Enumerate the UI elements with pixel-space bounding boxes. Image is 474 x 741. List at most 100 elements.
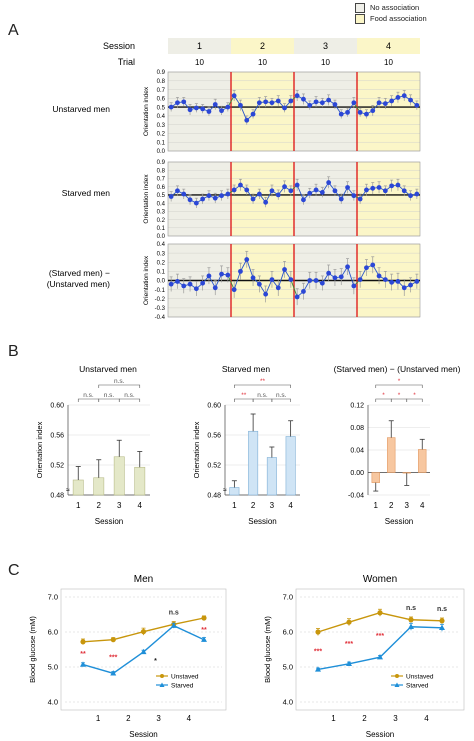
significance-bracket bbox=[234, 384, 291, 388]
significance-bracket bbox=[77, 398, 100, 402]
x-tick-label: 2 bbox=[251, 501, 256, 510]
data-point bbox=[187, 281, 193, 287]
series-segment bbox=[214, 273, 222, 288]
x-tick-label: 1 bbox=[374, 501, 379, 510]
data-point bbox=[389, 98, 395, 104]
series-segment bbox=[265, 279, 273, 295]
significance-label: n.s. bbox=[114, 378, 125, 385]
data-point bbox=[206, 193, 212, 199]
bar bbox=[113, 456, 125, 496]
session-header-cell bbox=[294, 38, 357, 54]
data-point bbox=[439, 624, 445, 630]
x-tick-label: 1 bbox=[96, 714, 101, 723]
y-tick-label: 0.60 bbox=[207, 403, 221, 410]
data-point bbox=[319, 280, 325, 286]
y-tick-label: 0.00 bbox=[350, 470, 364, 477]
data-point bbox=[408, 623, 414, 629]
legend-item-no-association: No association bbox=[355, 2, 427, 13]
significance-label: n.s. bbox=[83, 392, 94, 399]
y-axis-label: Orientation index bbox=[143, 86, 150, 136]
data-point bbox=[370, 185, 376, 191]
series-segment bbox=[246, 259, 254, 278]
x-tick-label: 4 bbox=[420, 501, 425, 510]
data-point bbox=[256, 191, 262, 197]
data-point bbox=[382, 277, 388, 282]
significance-label: n.s bbox=[406, 605, 416, 612]
legend-marker bbox=[395, 674, 399, 678]
panel-c: Men 4.0 5.0 6.0 7.0 Blood glucose (mM) 1 2 3 4 Ses… bbox=[28, 574, 465, 739]
data-point bbox=[250, 275, 256, 281]
significance-label: n.s. bbox=[257, 392, 268, 399]
data-point bbox=[269, 188, 275, 194]
y-tick-label: 0.4 bbox=[157, 201, 166, 207]
data-point bbox=[225, 272, 231, 278]
data-point bbox=[364, 187, 369, 193]
trial-count: 10 bbox=[258, 58, 267, 67]
data-point bbox=[288, 98, 294, 104]
series-segment bbox=[240, 105, 248, 121]
significance-bracket bbox=[375, 398, 392, 402]
data-point bbox=[181, 99, 187, 105]
data-point bbox=[345, 185, 350, 190]
line-chart-title: Men bbox=[134, 574, 153, 585]
significance-label: ** bbox=[80, 651, 86, 658]
data-point bbox=[315, 629, 321, 635]
data-point bbox=[294, 93, 300, 99]
y-tick-label: 0.04 bbox=[350, 448, 364, 455]
y-tick-label: 0.0 bbox=[157, 234, 166, 240]
data-point bbox=[382, 188, 388, 194]
data-point bbox=[338, 196, 344, 202]
data-point bbox=[225, 191, 231, 197]
data-point bbox=[168, 104, 174, 110]
series-segment bbox=[296, 184, 304, 200]
data-point bbox=[175, 100, 180, 106]
data-point bbox=[187, 197, 193, 203]
data-point bbox=[294, 294, 300, 300]
data-point bbox=[140, 629, 147, 635]
data-point bbox=[212, 285, 218, 291]
data-point bbox=[377, 654, 383, 660]
y-tick-label: 0.6 bbox=[157, 97, 166, 103]
data-point bbox=[345, 264, 350, 270]
session-header-cell bbox=[357, 38, 420, 54]
data-point bbox=[307, 278, 313, 283]
data-point bbox=[263, 199, 269, 205]
y-tick-label: 0.48 bbox=[50, 493, 64, 500]
data-point bbox=[219, 271, 224, 277]
x-axis-label: Session bbox=[248, 517, 276, 526]
x-tick-label: 1 bbox=[232, 501, 237, 510]
data-point bbox=[414, 279, 420, 284]
data-point bbox=[225, 104, 231, 110]
y-tick-label: 0.5 bbox=[157, 105, 166, 111]
y-tick-label: 0.48 bbox=[207, 493, 221, 500]
x-axis-label: Session bbox=[385, 517, 413, 526]
y-tick-label: 5.0 bbox=[48, 663, 58, 672]
x-tick-label: 1 bbox=[76, 501, 81, 510]
data-point bbox=[351, 193, 357, 199]
bar bbox=[402, 472, 411, 474]
data-point bbox=[219, 108, 224, 114]
significance-bracket bbox=[375, 384, 423, 388]
data-point bbox=[231, 187, 237, 193]
x-tick-label: 3 bbox=[117, 501, 122, 510]
data-point bbox=[275, 285, 281, 291]
data-point bbox=[326, 270, 332, 276]
significance-label: *** bbox=[345, 641, 353, 648]
data-point bbox=[307, 102, 313, 108]
significance-label: * bbox=[398, 392, 401, 399]
data-point bbox=[414, 102, 420, 108]
legend-label: Unstaved bbox=[406, 674, 434, 681]
session-background bbox=[231, 72, 294, 151]
session-header-cell bbox=[168, 38, 231, 54]
x-tick-label: 4 bbox=[288, 501, 293, 510]
significance-label: * bbox=[398, 378, 401, 385]
y-tick-label: 0.6 bbox=[157, 185, 166, 191]
series-segment bbox=[290, 279, 298, 298]
y-axis-label: Orientation index bbox=[143, 174, 150, 224]
row-label: Starved men bbox=[62, 188, 110, 198]
data-point bbox=[168, 194, 174, 199]
data-point bbox=[346, 660, 352, 667]
data-point bbox=[250, 196, 256, 202]
significance-label: ** bbox=[241, 392, 247, 399]
y-tick-label: -0.04 bbox=[348, 493, 364, 500]
